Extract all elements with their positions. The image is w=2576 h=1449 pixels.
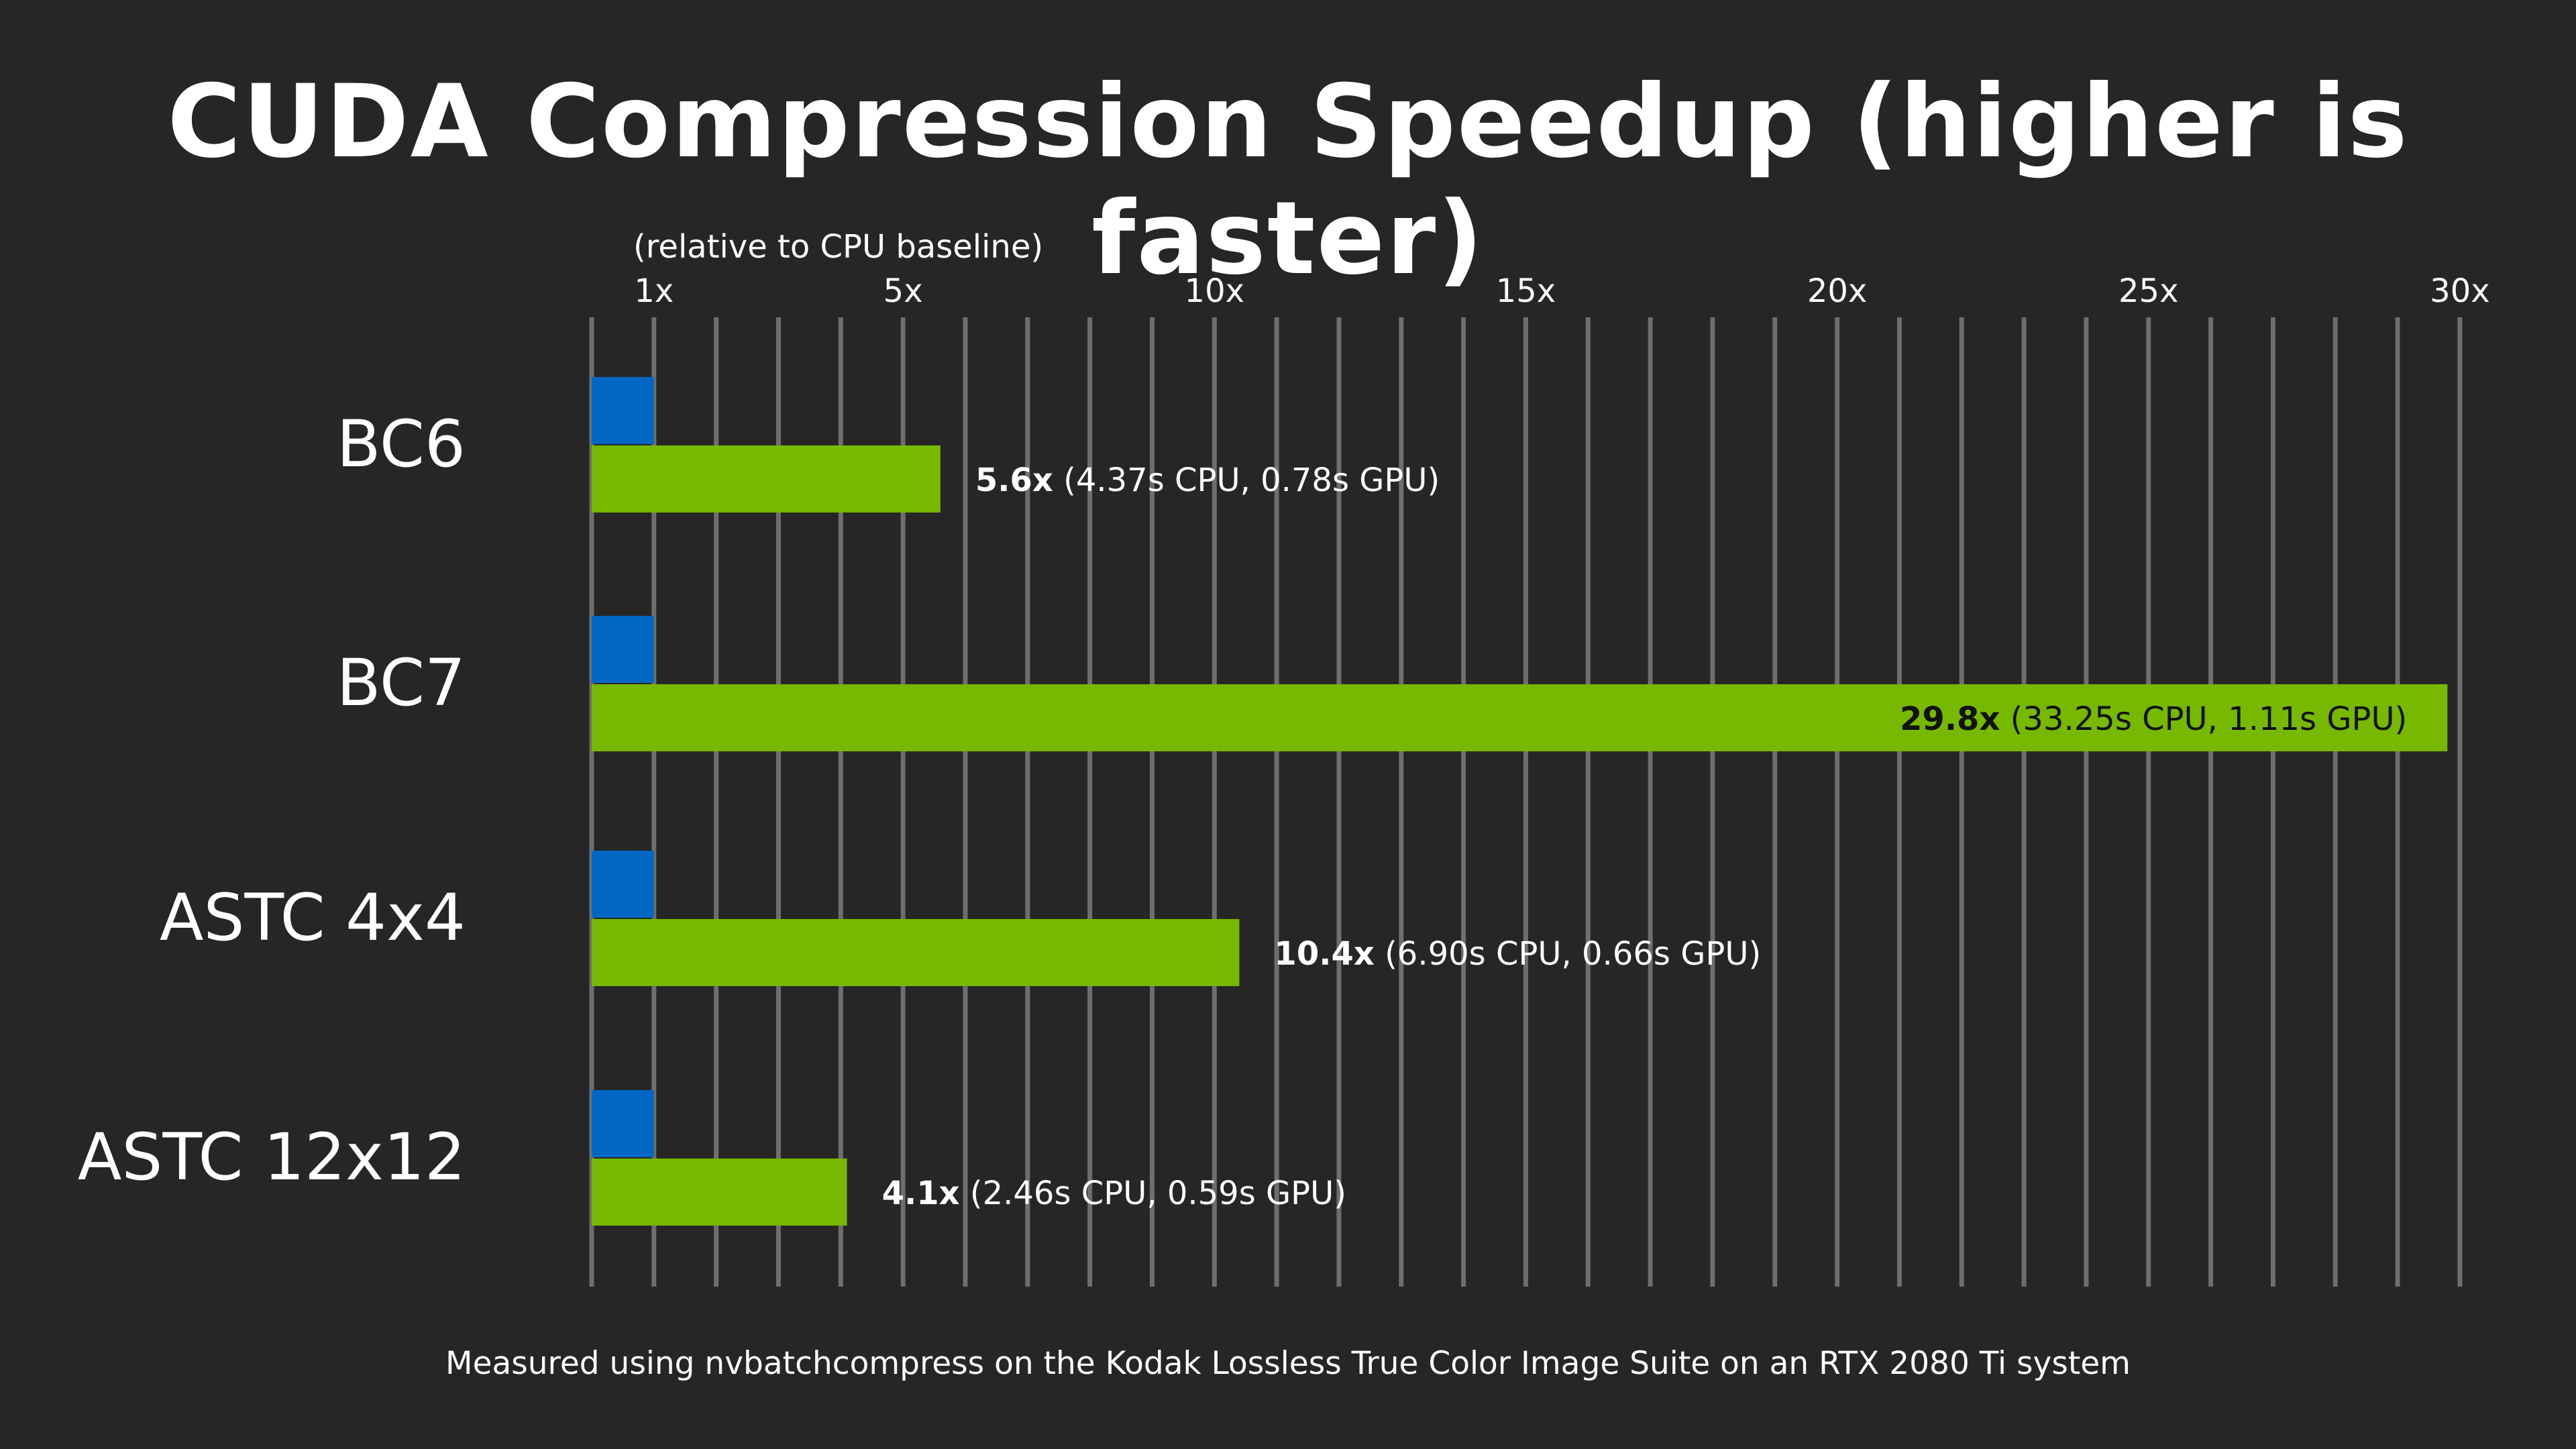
gpu-bar [592, 445, 941, 513]
cpu-bar [592, 377, 654, 444]
timing-detail: (6.90s CPU, 0.66s GPU) [1385, 935, 1761, 973]
axis-caption: (relative to CPU baseline) [633, 228, 1043, 266]
x-tick-label: 15x [1496, 272, 1556, 310]
x-axis-ticks: 1x 5x 10x 15x 20x 25x 30x [634, 272, 2489, 310]
x-tick-label: 25x [2118, 272, 2178, 310]
x-tick-label: 10x [1185, 272, 1244, 310]
speedup-value: 10.4x [1274, 935, 1374, 973]
label-spacer [1053, 462, 1063, 499]
category-labels: BC6 BC7 ASTC 4x4 ASTC 12x12 [78, 407, 466, 1195]
label-spacer [2000, 700, 2010, 738]
cpu-bar [592, 851, 654, 918]
timing-detail: (33.25s CPU, 1.11s GPU) [2010, 700, 2408, 738]
x-tick-label: 20x [1807, 272, 1867, 310]
category-label: ASTC 12x12 [78, 1120, 466, 1195]
gpu-bar [592, 684, 2448, 751]
chart-footnote: Measured using nvbatchcompress on the Ko… [445, 1345, 2131, 1382]
timing-detail: (4.37s CPU, 0.78s GPU) [1063, 462, 1440, 499]
category-label: BC7 [337, 645, 466, 720]
x-tick-label: 1x [634, 272, 674, 310]
gpu-bar [592, 919, 1240, 986]
category-label: BC6 [337, 407, 466, 482]
data-label: 10.4x (6.90s CPU, 0.66s GPU) [1274, 935, 1761, 973]
cpu-bar [592, 1090, 654, 1157]
label-spacer [1375, 935, 1385, 973]
gpu-bar [592, 1159, 847, 1226]
data-label: 29.8x (33.25s CPU, 1.11s GPU) [1900, 700, 2407, 738]
category-label: ASTC 4x4 [160, 880, 466, 955]
data-labels: 5.6x (4.37s CPU, 0.78s GPU) 29.8x (33.25s… [882, 462, 2408, 1212]
x-tick-label: 30x [2430, 272, 2489, 310]
speedup-value: 29.8x [1900, 700, 2000, 738]
speedup-value: 4.1x [882, 1175, 960, 1212]
chart-title: CUDA Compression Speedup (higher is fast… [167, 64, 2409, 297]
x-tick-label: 5x [883, 272, 923, 310]
bars [592, 377, 2448, 1226]
cpu-bar [592, 616, 654, 683]
data-label: 4.1x (2.46s CPU, 0.59s GPU) [882, 1175, 1346, 1212]
timing-detail: (2.46s CPU, 0.59s GPU) [970, 1175, 1346, 1212]
label-spacer [960, 1175, 970, 1212]
data-label: 5.6x (4.37s CPU, 0.78s GPU) [975, 462, 1440, 499]
speedup-value: 5.6x [975, 462, 1053, 499]
